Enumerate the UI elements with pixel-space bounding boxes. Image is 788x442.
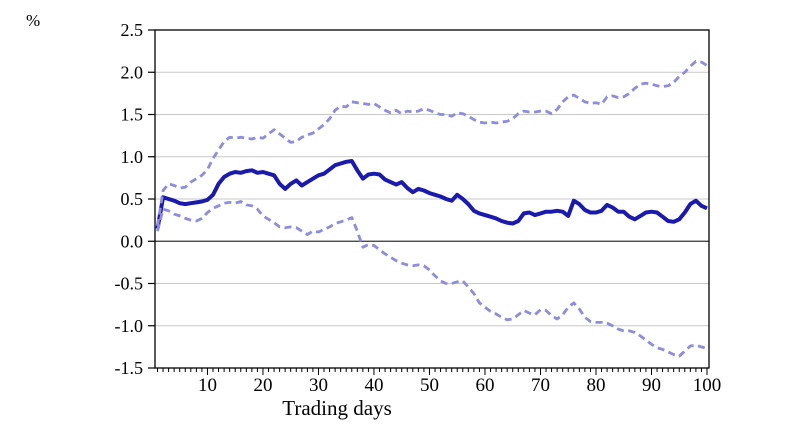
x-axis-title: Trading days bbox=[282, 396, 392, 420]
y-axis-tick-label: 2.0 bbox=[121, 62, 144, 82]
x-axis-tick-label: 20 bbox=[253, 375, 272, 396]
x-axis-tick-label: 40 bbox=[364, 375, 383, 396]
y-axis-tick-label: 1.5 bbox=[121, 105, 144, 125]
y-axis-unit-label: % bbox=[26, 11, 41, 30]
lower-band-line bbox=[156, 200, 708, 358]
y-axis-tick-label: 0.0 bbox=[121, 231, 144, 251]
x-axis-tick-label: 10 bbox=[198, 375, 217, 396]
x-axis-tick-label: 60 bbox=[475, 375, 494, 396]
mean-car-line bbox=[155, 159, 708, 229]
x-axis-tick-label: 70 bbox=[531, 375, 550, 396]
y-axis-tick-label: 1.0 bbox=[121, 147, 144, 167]
y-axis-tick-label: 0.5 bbox=[121, 189, 144, 209]
x-axis-tick-label: 90 bbox=[642, 375, 661, 396]
y-axis-tick-label: 2.5 bbox=[121, 20, 144, 40]
upper-band-line bbox=[156, 59, 708, 227]
y-axis-tick-label: -1.5 bbox=[115, 358, 144, 378]
x-axis-tick-label: 100 bbox=[693, 375, 722, 396]
y-axis-tick-label: -0.5 bbox=[115, 274, 144, 294]
x-axis-tick-label: 50 bbox=[420, 375, 439, 396]
x-axis-tick-label: 80 bbox=[586, 375, 605, 396]
x-axis-tick-label: 30 bbox=[309, 375, 328, 396]
y-axis-tick-label: -1.0 bbox=[115, 316, 144, 336]
